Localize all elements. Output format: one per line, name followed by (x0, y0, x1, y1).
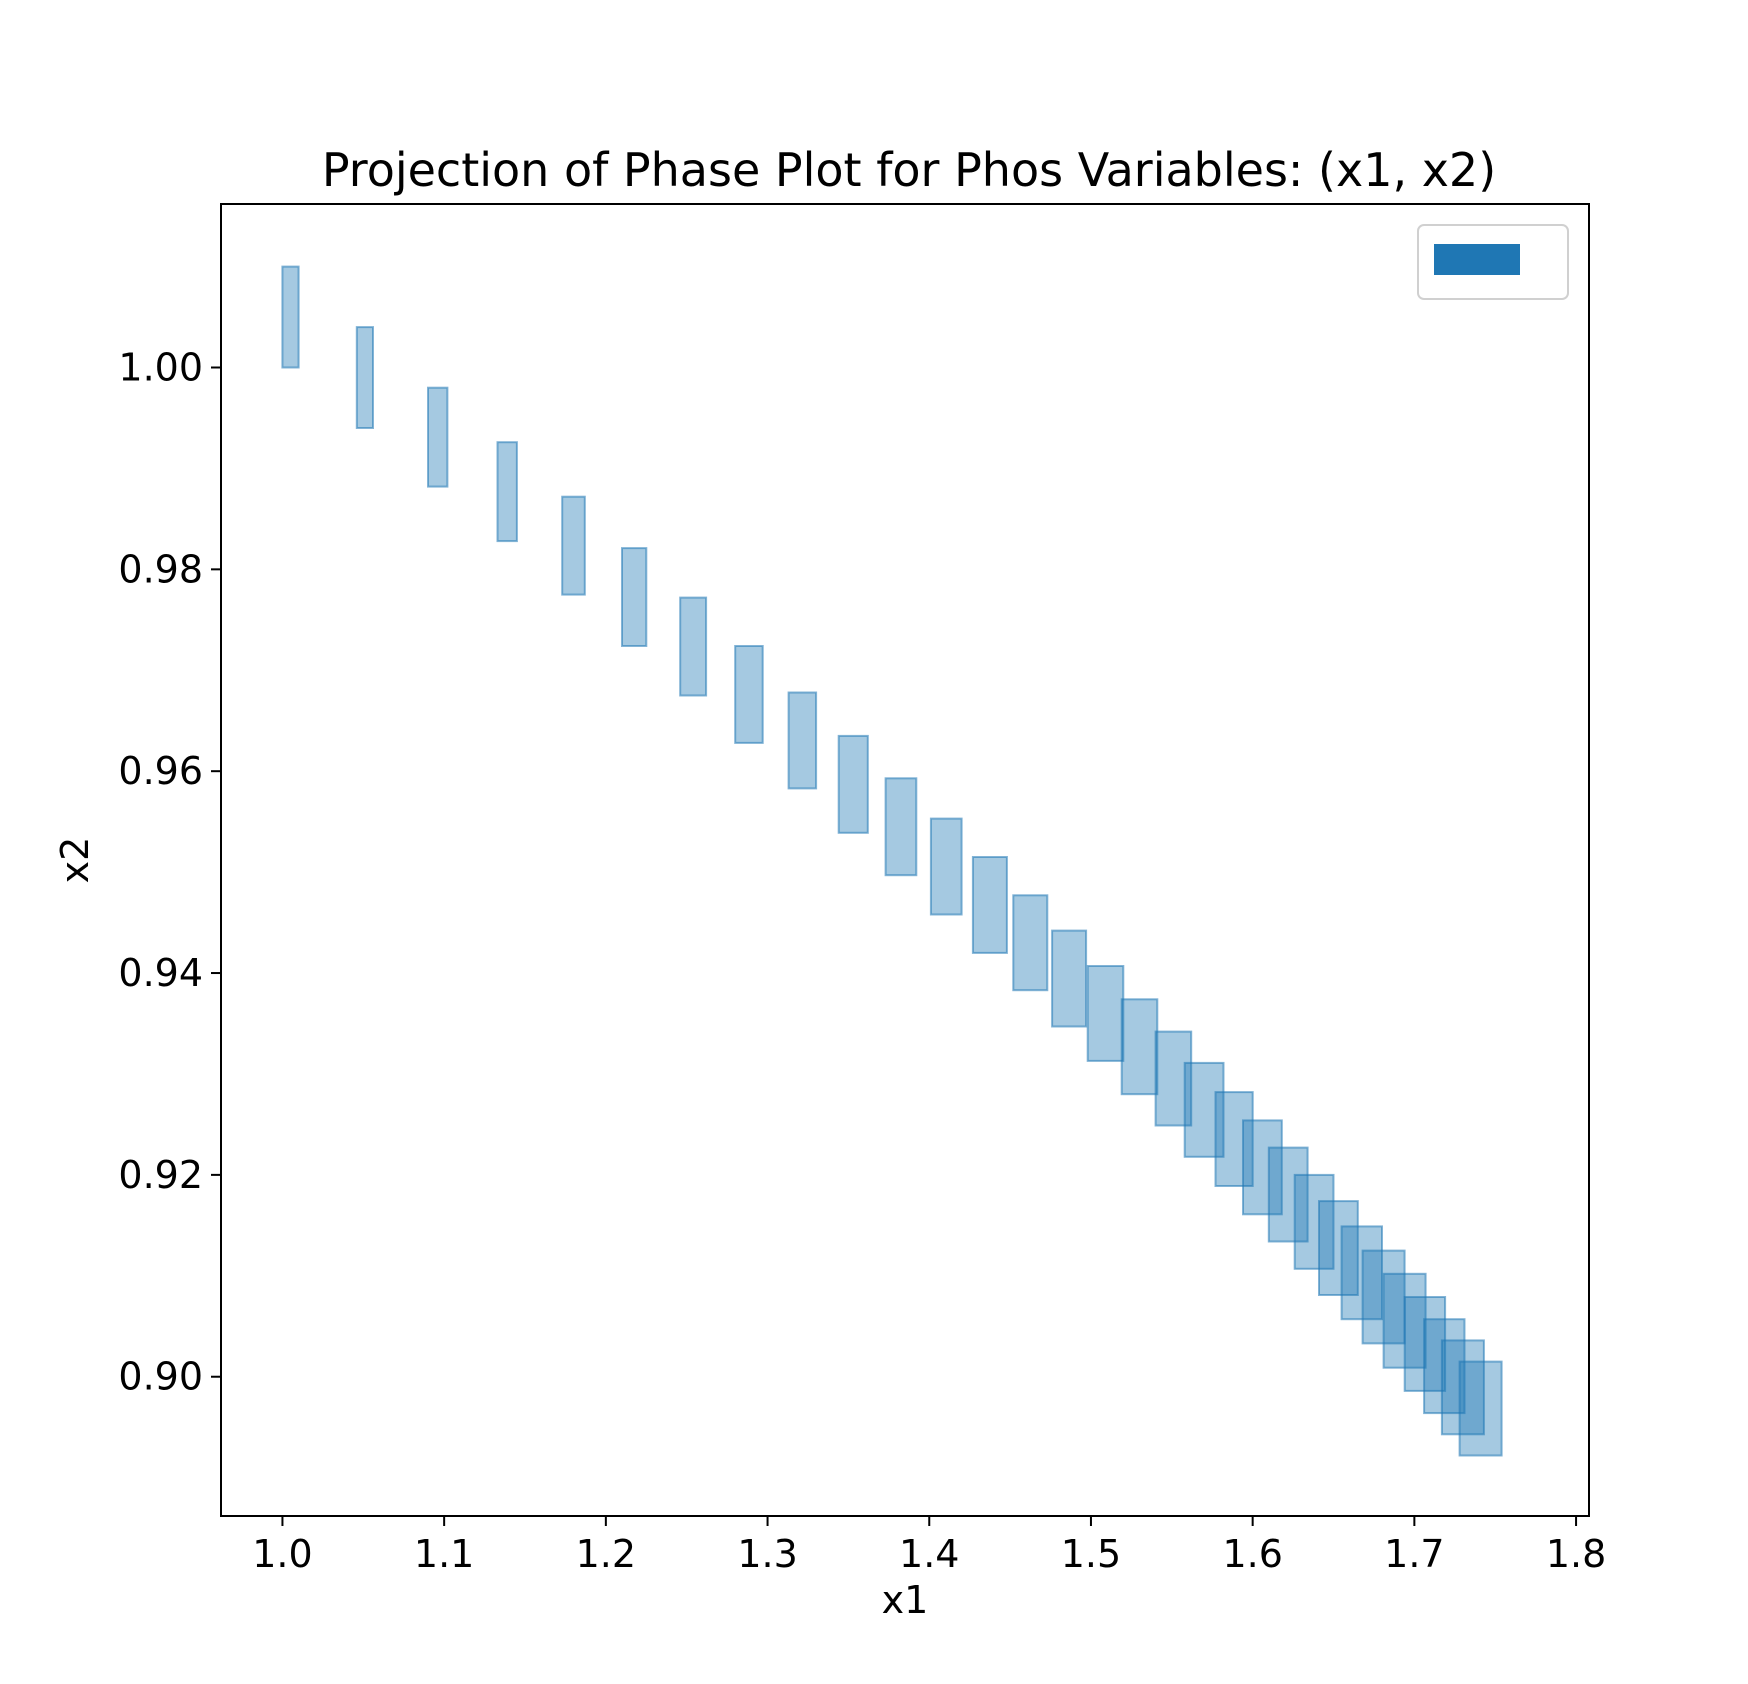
reach-box-12 (973, 857, 1007, 953)
chart-title: Projection of Phase Plot for Phos Variab… (322, 143, 1496, 197)
reach-box-7 (735, 646, 763, 743)
x-tick-label: 1.3 (737, 1532, 797, 1576)
reach-box-1 (357, 327, 373, 428)
reach-box-8 (789, 693, 817, 789)
y-tick-label: 0.90 (118, 1355, 203, 1399)
y-tick-label: 1.00 (118, 345, 203, 389)
y-tick-label: 0.92 (118, 1153, 203, 1197)
x-tick-label: 1.8 (1546, 1532, 1606, 1576)
y-axis-label: x2 (53, 837, 97, 884)
reach-box-2 (428, 388, 447, 487)
y-tick-label: 0.98 (118, 547, 203, 591)
reach-box-30 (1460, 1362, 1502, 1456)
reach-box-9 (839, 736, 868, 833)
x-tick-label: 1.5 (1061, 1532, 1121, 1576)
reach-box-5 (622, 548, 646, 646)
x-tick-label: 1.4 (899, 1532, 959, 1576)
x-tick-label: 1.7 (1384, 1532, 1444, 1576)
reach-box-16 (1122, 999, 1158, 1094)
x-tick-label: 1.2 (576, 1532, 636, 1576)
y-tick-label: 0.96 (118, 749, 203, 793)
reach-box-3 (498, 442, 517, 541)
reach-box-4 (562, 497, 585, 595)
reach-box-15 (1088, 966, 1124, 1061)
x-tick-label: 1.6 (1222, 1532, 1282, 1576)
reach-box-0 (282, 267, 298, 368)
x-tick-label: 1.0 (252, 1532, 312, 1576)
reach-box-6 (680, 598, 706, 696)
legend (1418, 225, 1568, 299)
reach-box-14 (1052, 931, 1086, 1027)
reach-box-10 (886, 778, 917, 875)
x-axis-label: x1 (882, 1578, 929, 1622)
reach-box-13 (1013, 895, 1047, 990)
x-tick-label: 1.1 (414, 1532, 474, 1576)
reach-box-11 (931, 819, 962, 915)
y-tick-label: 0.94 (118, 951, 203, 995)
legend-swatch (1434, 244, 1520, 275)
